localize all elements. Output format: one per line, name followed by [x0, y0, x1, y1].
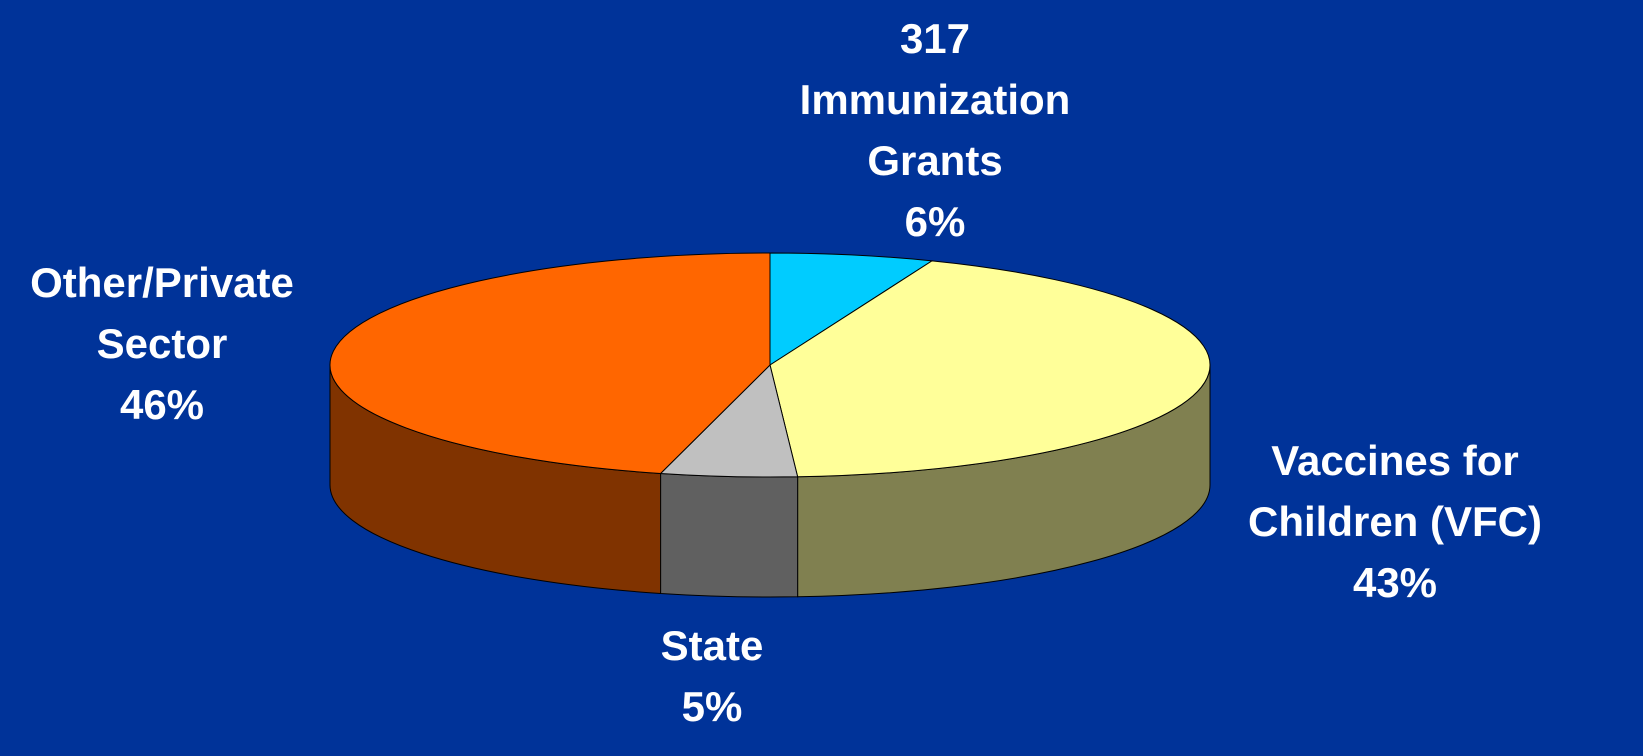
slice-label: State 5% — [602, 615, 822, 737]
slice-value: 46% — [119, 381, 205, 428]
pie-side — [660, 472, 799, 598]
slice-name: State — [660, 622, 764, 669]
slice-name: Vaccines for Children (VFC) — [1248, 437, 1542, 545]
slice-value: 5% — [681, 683, 743, 730]
pie-slice — [329, 252, 771, 474]
slice-value: 43% — [1352, 559, 1438, 606]
slice-value: 6% — [904, 198, 966, 245]
slice-label: 317 Immunization Grants 6% — [770, 8, 1100, 252]
pie-slice — [769, 252, 934, 366]
slice-label: Vaccines for Children (VFC) 43% — [1215, 430, 1575, 613]
slice-label: Other/Private Sector 46% — [0, 252, 327, 435]
pie-slice — [769, 260, 1211, 478]
slice-name: 317 Immunization Grants — [799, 15, 1071, 184]
slice-name: Other/Private Sector — [30, 259, 294, 367]
